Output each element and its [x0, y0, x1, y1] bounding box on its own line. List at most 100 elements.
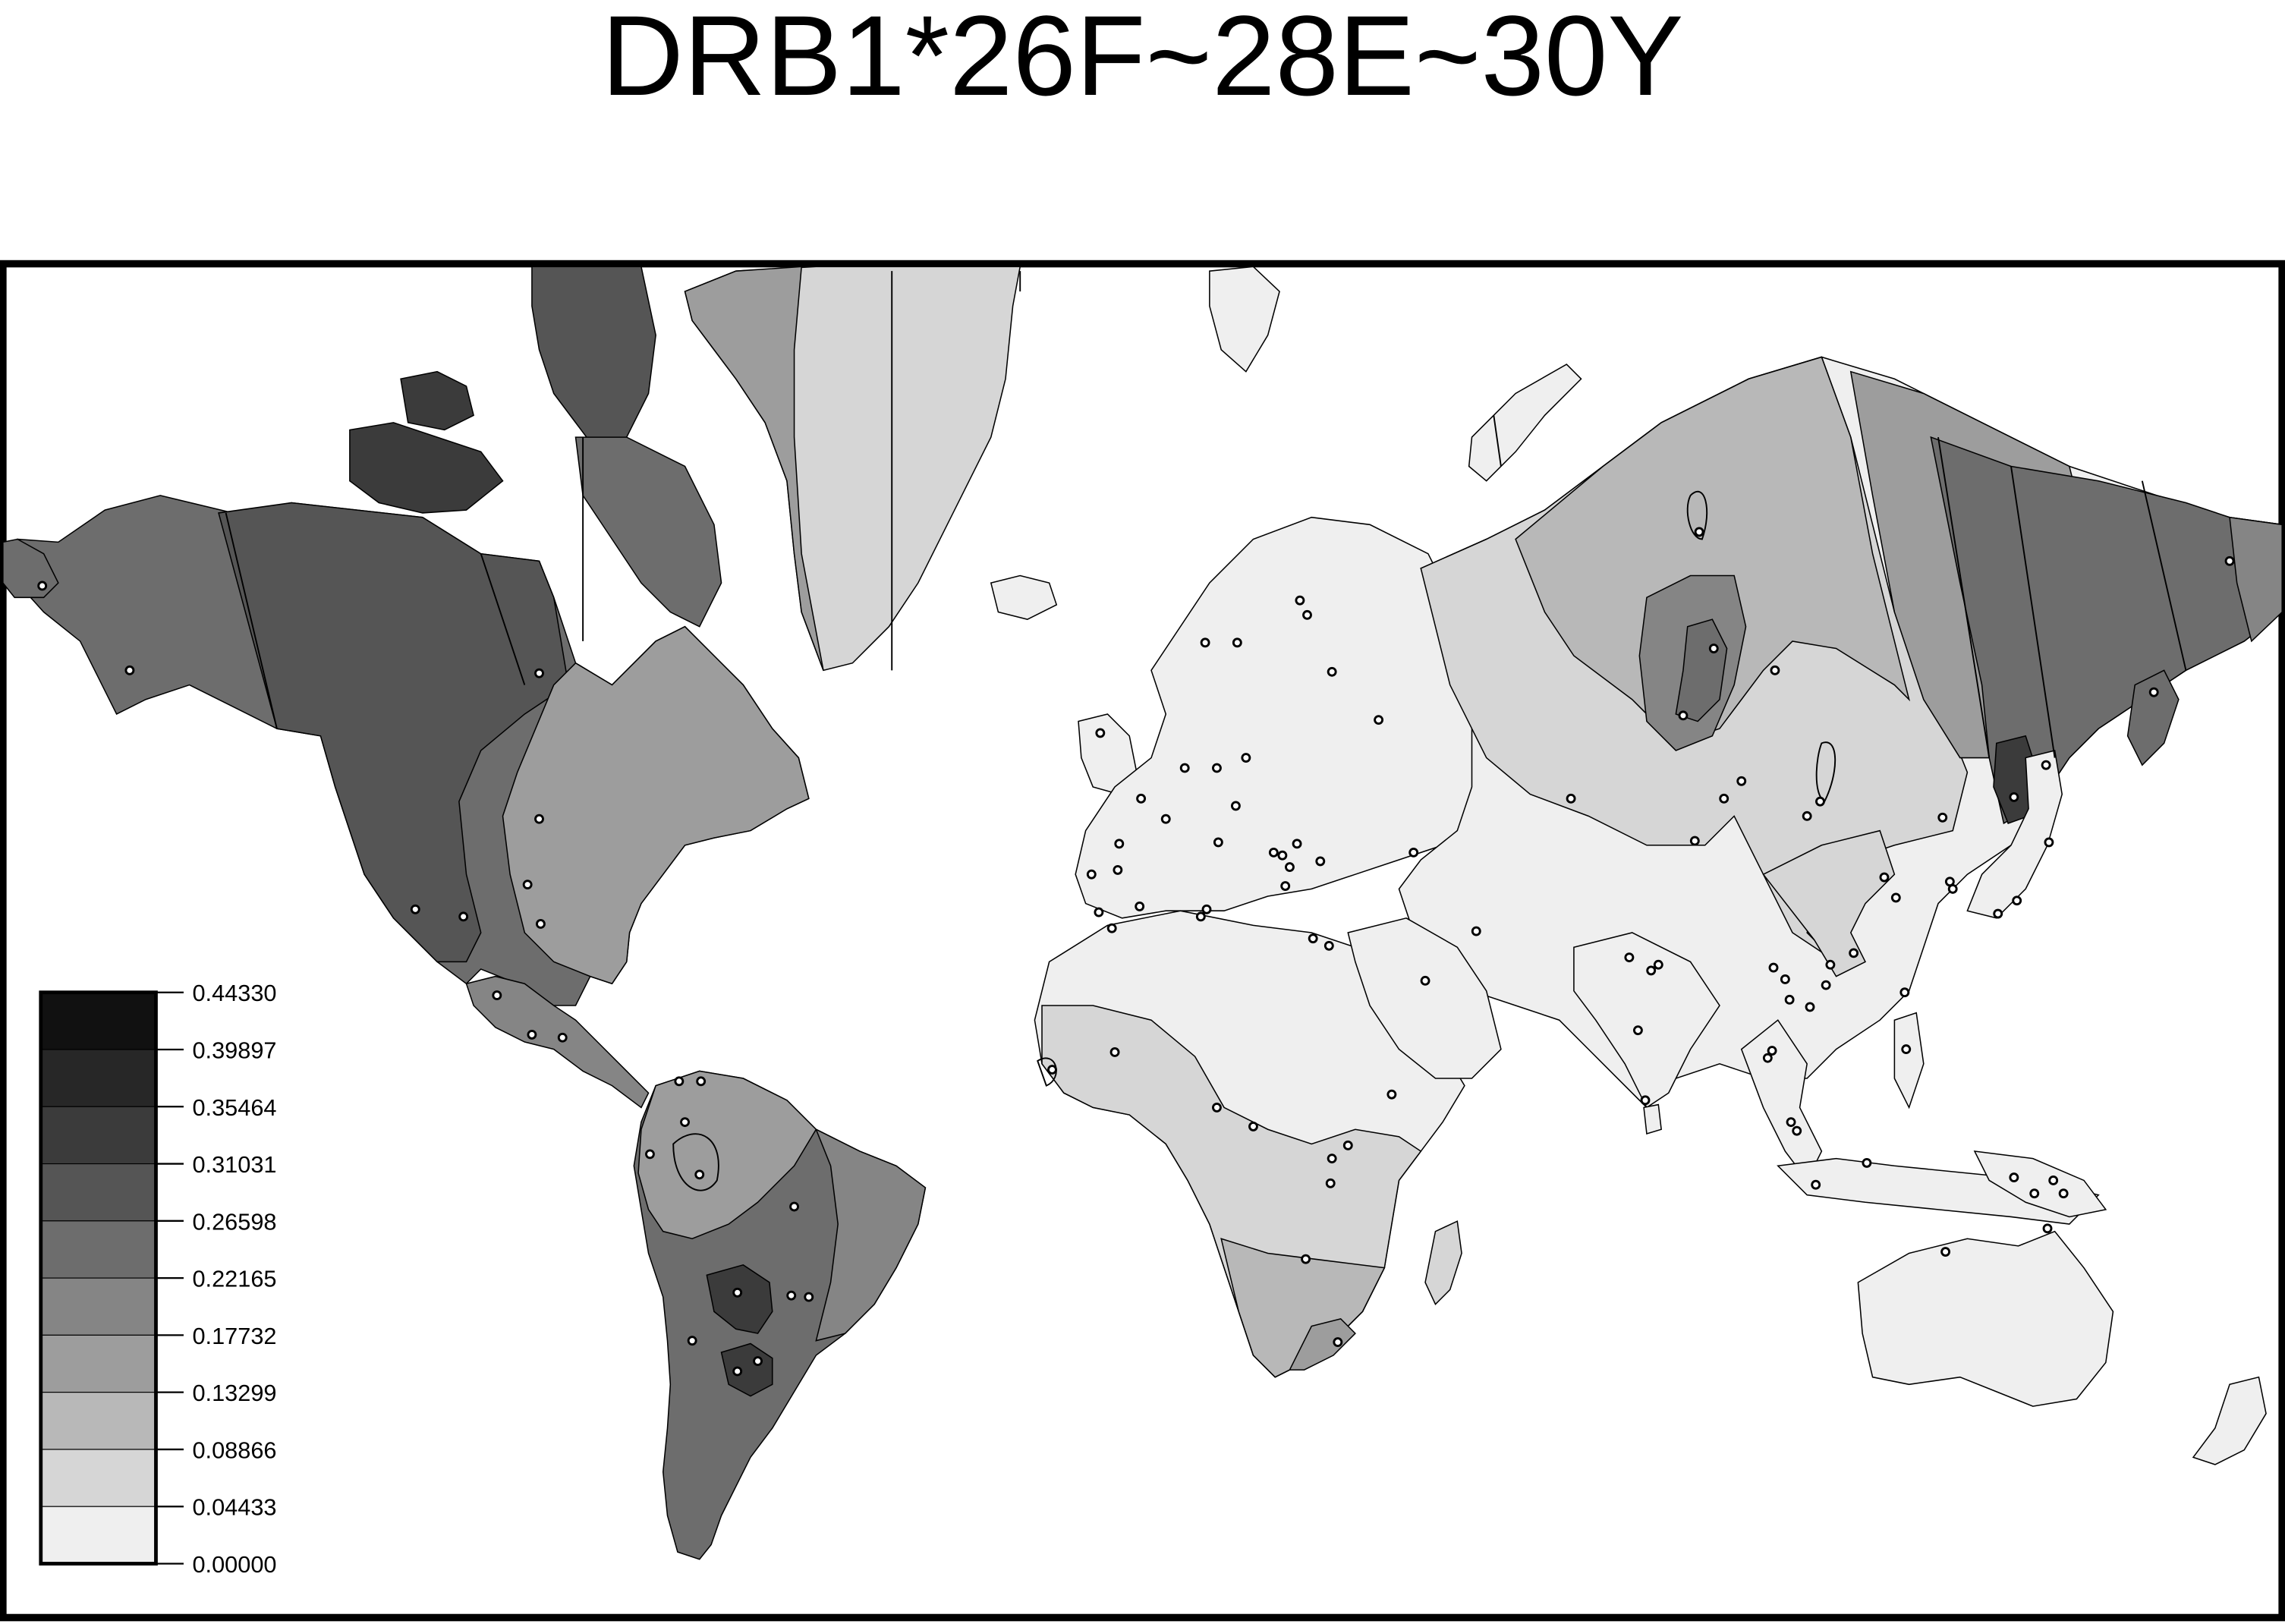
sample-point — [1719, 793, 1729, 804]
sample-point — [2042, 1223, 2053, 1234]
sample-point — [535, 919, 546, 929]
sample-point — [1212, 1102, 1222, 1113]
sample-point — [2012, 895, 2022, 906]
sample-point — [680, 1117, 690, 1128]
sample-point — [1624, 952, 1635, 963]
sample-point — [687, 1336, 697, 1346]
sample-point — [2058, 1188, 2069, 1199]
sample-point — [1200, 637, 1210, 648]
sample-point — [1160, 814, 1171, 824]
sample-point — [2148, 687, 2159, 697]
sample-point — [534, 668, 544, 678]
land-new-zealand — [2192, 1376, 2267, 1465]
sample-point — [1890, 892, 1901, 903]
land-svalbard — [1209, 266, 1280, 373]
legend-colorbar: 0.44330 0.39897 0.35464 0.31031 0.26598 … — [39, 980, 277, 1578]
sample-point — [1640, 1095, 1651, 1106]
sample-point — [1109, 1047, 1120, 1057]
sample-point — [1277, 850, 1288, 861]
land-india — [1573, 932, 1720, 1109]
sample-point — [2029, 1188, 2040, 1199]
sample-point — [674, 1076, 685, 1087]
land-madagascar — [1424, 1220, 1462, 1305]
land-europe — [1075, 516, 1487, 919]
sample-point — [696, 1076, 707, 1087]
sample-point — [1323, 940, 1334, 951]
sample-point — [1420, 975, 1430, 986]
land-baffin — [574, 436, 722, 628]
legend-label: 0.44330 — [192, 980, 276, 1006]
sample-point — [1802, 810, 1812, 821]
sample-point — [534, 814, 544, 824]
sample-point — [1937, 812, 1948, 823]
sample-point — [1780, 974, 1790, 984]
map-title: DRB1*26F~28E~30Y — [601, 0, 1684, 119]
sample-point — [2048, 1176, 2059, 1185]
land-greenland-west — [684, 266, 824, 671]
sample-point — [1767, 1046, 1777, 1056]
contour-africa-tip — [1289, 1318, 1356, 1371]
sample-point — [1708, 644, 1719, 653]
contour-south-america-high — [706, 1264, 773, 1334]
sample-point — [37, 581, 48, 591]
sample-point — [1135, 901, 1145, 911]
sample-point — [2009, 792, 2019, 802]
land-philippines — [1893, 1012, 1925, 1109]
sample-point — [732, 1287, 743, 1298]
sample-point — [1940, 1247, 1951, 1257]
land-central-america — [465, 975, 650, 1109]
sample-point — [1308, 933, 1318, 944]
legend-label: 0.13299 — [192, 1380, 276, 1406]
sample-point — [1811, 1179, 1821, 1190]
sample-point — [1230, 801, 1241, 811]
sample-point — [732, 1366, 743, 1377]
land-new-guinea — [1973, 1150, 2107, 1218]
sample-point — [1280, 881, 1291, 891]
land-canada-east — [502, 625, 810, 985]
sample-point — [1786, 1117, 1796, 1128]
sample-point — [1566, 793, 1576, 804]
sample-point — [1386, 1089, 1397, 1100]
land-banks-island — [400, 370, 474, 431]
land-arabia — [1347, 917, 1502, 1079]
contour-china-east — [1762, 829, 1896, 977]
sample-point — [1901, 1044, 1912, 1055]
sample-point — [1268, 847, 1279, 858]
sample-point — [1792, 1125, 1802, 1136]
legend-label: 0.39897 — [192, 1037, 276, 1064]
legend-label: 0.31031 — [192, 1151, 276, 1178]
land-kamchatka — [2126, 669, 2180, 766]
legend-swatch — [40, 1449, 157, 1507]
sample-point — [1212, 763, 1222, 773]
sample-point — [1736, 776, 1747, 786]
sample-point — [1302, 609, 1312, 620]
contour-siberia-mid — [1515, 356, 1911, 744]
sample-point — [458, 911, 469, 922]
sample-point — [1862, 1157, 1872, 1168]
sample-point — [1768, 962, 1779, 973]
contour-lines — [225, 271, 2187, 1191]
legend-swatch — [40, 1049, 157, 1107]
sample-point — [1342, 1140, 1353, 1150]
land-iceland — [990, 574, 1058, 620]
sample-point — [789, 1201, 799, 1212]
legend-swatch — [40, 1392, 157, 1450]
sample-point — [1195, 911, 1206, 922]
sample-point — [1047, 1065, 1057, 1075]
sample-point — [804, 1292, 814, 1302]
legend-swatch — [40, 992, 157, 1050]
sample-point — [1285, 862, 1295, 873]
sample-point — [1825, 959, 1836, 970]
sample-point — [1113, 864, 1123, 875]
sample-point — [2224, 555, 2235, 566]
sample-point — [1292, 839, 1302, 849]
legend-swatch — [40, 1334, 157, 1393]
sample-points — [37, 527, 2235, 1377]
sample-point — [1248, 1121, 1258, 1131]
sample-point — [1694, 527, 1704, 537]
sample-point — [1653, 959, 1663, 970]
sample-point — [1899, 987, 1910, 998]
sample-point — [1947, 883, 1958, 894]
land-south-america-north — [637, 1070, 817, 1240]
land-victoria-island — [349, 422, 504, 514]
